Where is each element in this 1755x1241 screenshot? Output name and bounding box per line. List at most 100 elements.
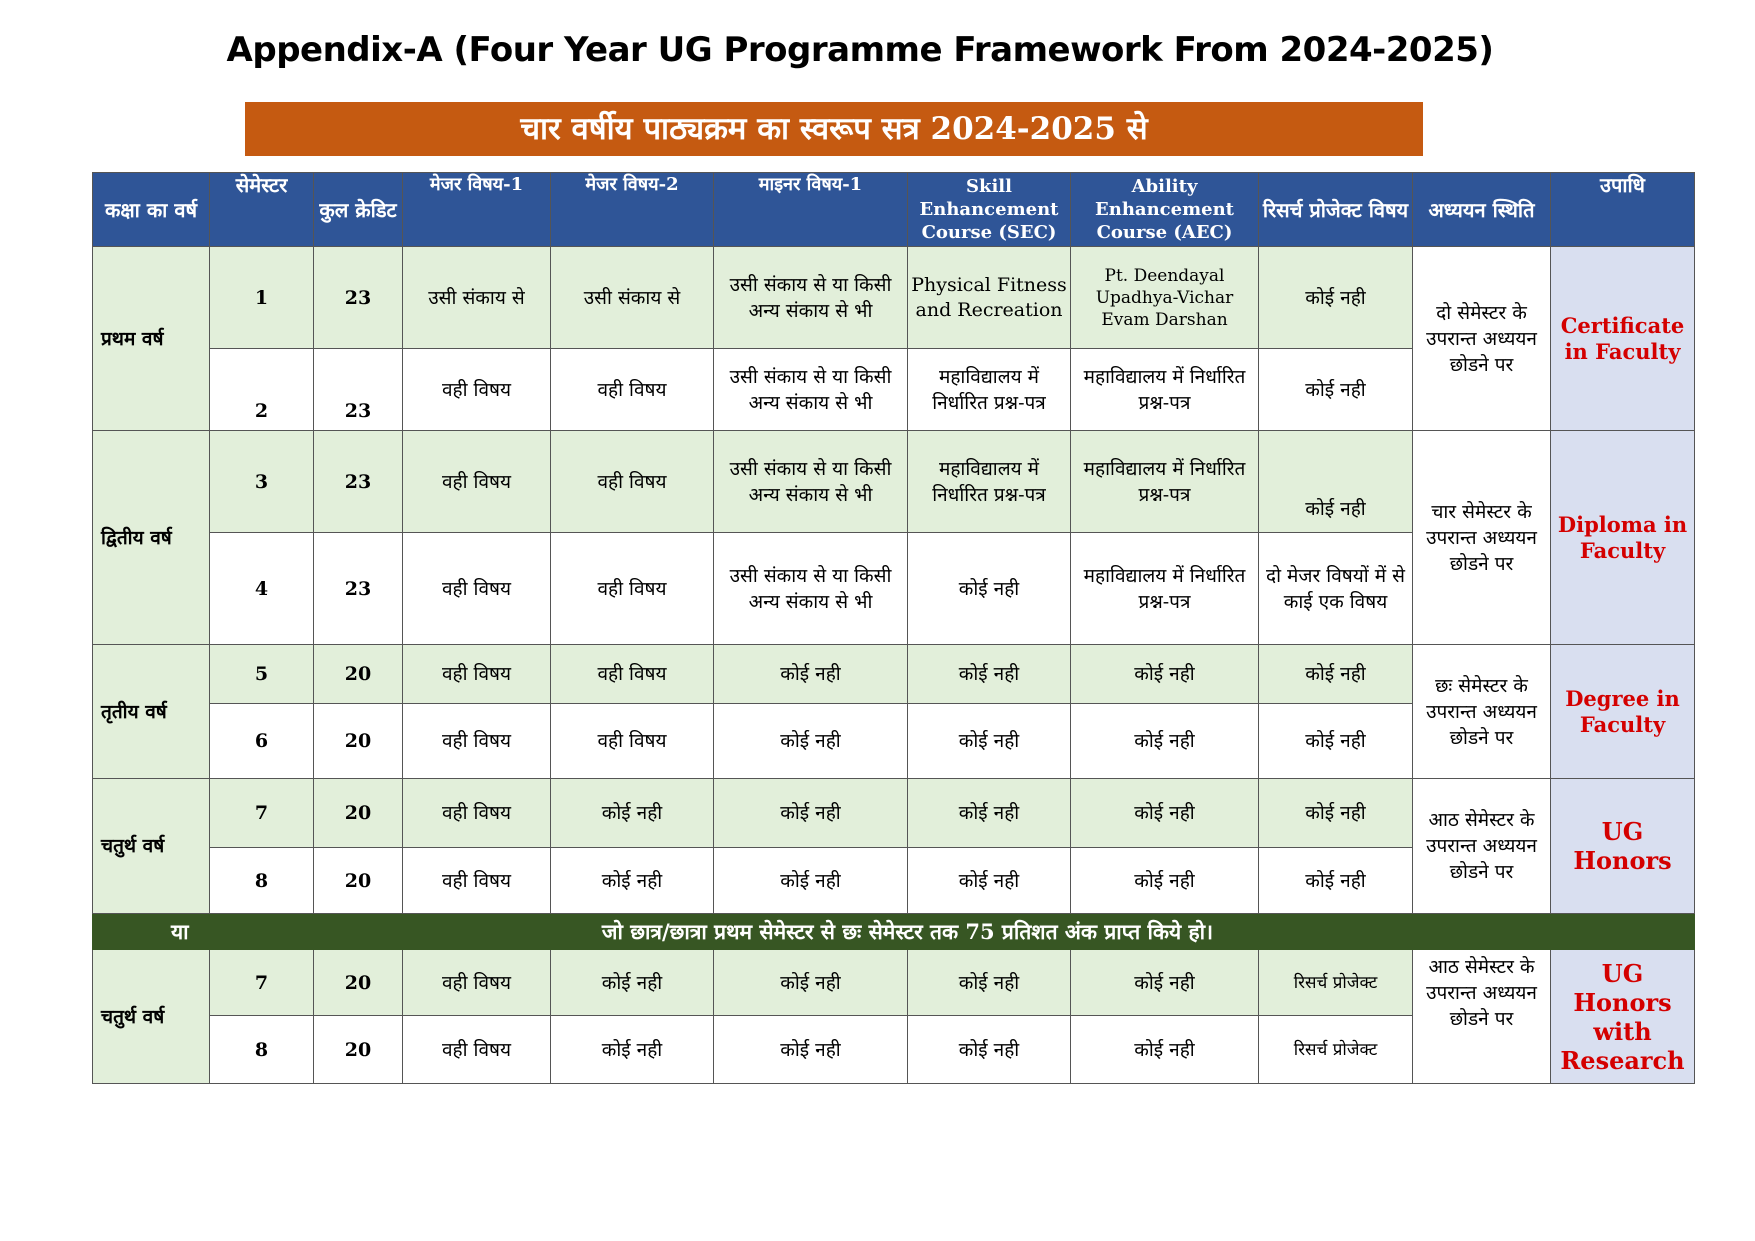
aec-cell: कोई नही (1070, 847, 1259, 914)
major1-cell: वही विषय (402, 644, 551, 704)
research-cell: कोई नही (1258, 703, 1413, 779)
aec-cell: कोई नही (1070, 703, 1259, 779)
minor1-cell: कोई नही (713, 847, 908, 914)
semester-cell: 5 (209, 644, 314, 704)
minor1-cell: उसी संकाय से या किसी अन्य संकाय से भी (713, 246, 908, 349)
year-label: द्वितीय वर्ष (92, 430, 210, 645)
table-row: 4 23 वही विषय वही विषय उसी संकाय से या क… (93, 532, 1695, 645)
year-label: तृतीय वर्ष (92, 644, 210, 779)
header-credit: कुल क्रेडिट (313, 172, 403, 247)
header-sec: Skill Enhancement Course (SEC) (907, 172, 1071, 247)
credit-cell: 23 (313, 348, 403, 431)
minor1-cell: कोई नही (713, 949, 908, 1016)
major2-cell: वही विषय (550, 644, 714, 704)
separator-row: या जो छात्र/छात्रा प्रथम सेमेस्टर से छः … (92, 913, 1695, 950)
major1-cell: वही विषय (402, 1015, 551, 1084)
credit-cell: 23 (313, 430, 403, 533)
or-label: या (92, 913, 403, 950)
minor1-cell: कोई नही (713, 644, 908, 704)
table-row: 8 20 वही विषय कोई नही कोई नही कोई नही को… (93, 847, 1695, 914)
research-cell: रिसर्च प्रोजेक्ट (1258, 1015, 1413, 1084)
table-row: तृतीय वर्ष 5 20 वही विषय वही विषय कोई नह… (92, 644, 1695, 779)
semester-cell: 7 (209, 949, 314, 1016)
sec-cell: कोई नही (907, 949, 1071, 1016)
research-cell: कोई नही (1258, 778, 1413, 848)
research-cell: कोई नही (1258, 847, 1413, 914)
degree-cell: Degree in Faculty (1550, 644, 1695, 779)
sec-cell: कोई नही (907, 847, 1071, 914)
aec-cell: महाविद्यालय में निर्धारित प्रश्न-पत्र (1070, 430, 1259, 533)
major1-cell: वही विषय (402, 703, 551, 779)
table-row: 6 20 वही विषय वही विषय कोई नही कोई नही क… (93, 703, 1695, 779)
header-semester: सेमेस्टर (209, 172, 314, 247)
aec-cell: कोई नही (1070, 644, 1259, 704)
hindi-banner: चार वर्षीय पाठ्यक्रम का स्वरूप सत्र 2024… (245, 102, 1423, 156)
sec-cell: महाविद्यालय में निर्धारित प्रश्न-पत्र (907, 348, 1071, 431)
sec-cell: महाविद्यालय में निर्धारित प्रश्न-पत्र (907, 430, 1071, 533)
header-year: कक्षा का वर्ष (92, 172, 210, 247)
major2-cell: कोई नही (550, 778, 714, 848)
major2-cell: वही विषय (550, 348, 714, 431)
major2-cell: वही विषय (550, 703, 714, 779)
separator-fill (1412, 913, 1695, 950)
table-row: 2 23 वही विषय वही विषय उसी संकाय से या क… (93, 348, 1695, 431)
aec-cell: कोई नही (1070, 949, 1259, 1016)
sec-cell: कोई नही (907, 644, 1071, 704)
major2-cell: कोई नही (550, 1015, 714, 1084)
table-row: प्रथम वर्ष 1 23 उसी संकाय से उसी संकाय स… (92, 246, 1695, 431)
major1-cell: वही विषय (402, 348, 551, 431)
major2-cell: कोई नही (550, 847, 714, 914)
aec-cell: कोई नही (1070, 778, 1259, 848)
semester-cell: 8 (209, 1015, 314, 1084)
major1-cell: वही विषय (402, 778, 551, 848)
major2-cell: उसी संकाय से (550, 246, 714, 349)
research-cell: दो मेजर विषयों में से काई एक विषय (1258, 532, 1413, 645)
major2-cell: वही विषय (550, 430, 714, 533)
credit-cell: 20 (313, 1015, 403, 1084)
credit-cell: 20 (313, 703, 403, 779)
credit-cell: 23 (313, 532, 403, 645)
minor1-cell: उसी संकाय से या किसी अन्य संकाय से भी (713, 430, 908, 533)
minor1-cell: कोई नही (713, 703, 908, 779)
aec-cell: महाविद्यालय में निर्धारित प्रश्न-पत्र (1070, 532, 1259, 645)
semester-cell: 4 (209, 532, 314, 645)
table-row: चतुर्थ वर्ष 7 20 वही विषय कोई नही कोई नह… (92, 778, 1695, 914)
degree-cell: UG Honors with Research (1550, 949, 1695, 1084)
minor1-cell: उसी संकाय से या किसी अन्य संकाय से भी (713, 532, 908, 645)
table-row: द्वितीय वर्ष 3 23 वही विषय वही विषय उसी … (92, 430, 1695, 645)
degree-cell: Certificate in Faculty (1550, 246, 1695, 431)
aec-cell: कोई नही (1070, 1015, 1259, 1084)
major2-cell: कोई नही (550, 949, 714, 1016)
status-cell: आठ सेमेस्टर के उपरान्त अध्ययन छोडने पर (1412, 778, 1551, 914)
aec-cell: महाविद्यालय में निर्धारित प्रश्न-पत्र (1070, 348, 1259, 431)
header-major2: मेजर विषय-2 (550, 172, 714, 247)
major1-cell: वही विषय (402, 532, 551, 645)
header-minor1: माइनर विषय-1 (713, 172, 908, 247)
sec-cell: Physical Fitness and Recreation (907, 246, 1071, 349)
credit-cell: 23 (313, 246, 403, 349)
year-label: प्रथम वर्ष (92, 246, 210, 431)
credit-cell: 20 (313, 949, 403, 1016)
major1-cell: उसी संकाय से (402, 246, 551, 349)
status-cell: आठ सेमेस्टर के उपरान्त अध्ययन छोडने पर (1412, 949, 1551, 1084)
research-cell: कोई नही (1258, 644, 1413, 704)
major2-cell: वही विषय (550, 532, 714, 645)
page-title: Appendix-A (Four Year UG Programme Frame… (226, 30, 1494, 70)
semester-cell: 3 (209, 430, 314, 533)
semester-cell: 8 (209, 847, 314, 914)
separator-text: जो छात्र/छात्रा प्रथम सेमेस्टर से छः सेम… (402, 913, 1413, 950)
status-cell: छः सेमेस्टर के उपरान्त अध्ययन छोडने पर (1412, 644, 1551, 779)
header-research: रिसर्च प्रोजेक्ट विषय (1258, 172, 1413, 247)
header-major1: मेजर विषय-1 (402, 172, 551, 247)
credit-cell: 20 (313, 778, 403, 848)
table-row: 8 20 वही विषय कोई नही कोई नही कोई नही को… (93, 1015, 1695, 1084)
aec-cell: Pt. Deendayal Upadhya-Vichar Evam Darsha… (1070, 246, 1259, 349)
research-cell: रिसर्च प्रोजेक्ट (1258, 949, 1413, 1016)
minor1-cell: कोई नही (713, 1015, 908, 1084)
year-label: चतुर्थ वर्ष (92, 949, 210, 1084)
major1-cell: वही विषय (402, 847, 551, 914)
semester-cell: 1 (209, 246, 314, 349)
degree-cell: UG Honors (1550, 778, 1695, 914)
semester-cell: 7 (209, 778, 314, 848)
semester-cell: 6 (209, 703, 314, 779)
